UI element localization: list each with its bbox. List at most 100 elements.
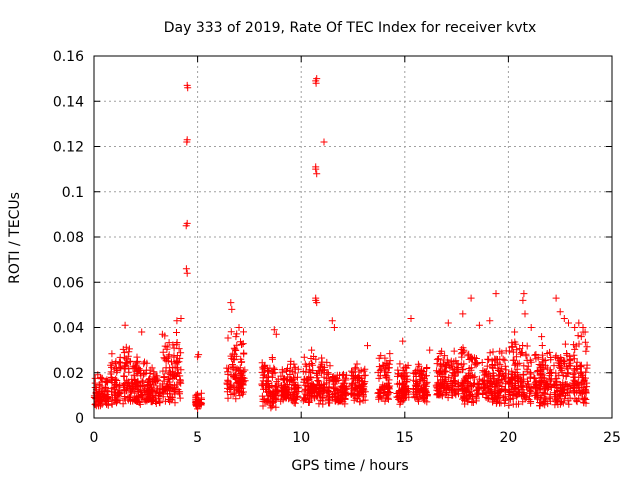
data-point bbox=[439, 356, 447, 364]
data-point bbox=[364, 342, 371, 350]
data-point bbox=[288, 368, 296, 376]
data-point bbox=[263, 388, 270, 396]
data-point bbox=[423, 365, 431, 372]
data-points bbox=[90, 75, 591, 413]
data-point bbox=[307, 382, 315, 390]
data-point bbox=[509, 374, 517, 382]
data-point bbox=[521, 310, 529, 318]
data-point bbox=[259, 397, 267, 405]
data-point bbox=[469, 399, 477, 406]
data-point bbox=[350, 375, 358, 382]
data-point bbox=[488, 390, 496, 397]
data-point bbox=[558, 368, 566, 376]
data-point bbox=[91, 374, 99, 382]
data-point bbox=[566, 356, 574, 364]
data-point bbox=[499, 372, 507, 380]
data-point bbox=[399, 337, 407, 345]
data-point bbox=[571, 395, 579, 403]
data-point bbox=[174, 369, 181, 377]
data-point bbox=[162, 382, 170, 390]
data-point bbox=[177, 366, 185, 374]
data-point bbox=[100, 396, 108, 404]
y-tick-label: 0.14 bbox=[53, 94, 84, 110]
data-point bbox=[513, 393, 521, 401]
data-point bbox=[583, 361, 591, 369]
data-point bbox=[492, 399, 500, 407]
data-point bbox=[492, 290, 500, 298]
data-point bbox=[288, 396, 296, 404]
data-point bbox=[502, 366, 510, 374]
data-point bbox=[411, 368, 419, 376]
data-point bbox=[541, 380, 549, 388]
data-point bbox=[536, 402, 543, 410]
data-point bbox=[239, 381, 247, 389]
data-point bbox=[161, 386, 169, 394]
data-point bbox=[415, 387, 423, 395]
data-point bbox=[464, 352, 472, 360]
data-point bbox=[396, 360, 404, 368]
data-point bbox=[194, 405, 202, 413]
data-point bbox=[552, 369, 560, 377]
data-point bbox=[385, 364, 393, 372]
data-point bbox=[241, 366, 249, 374]
data-point bbox=[319, 400, 327, 408]
data-point bbox=[583, 343, 591, 351]
data-point bbox=[570, 341, 578, 349]
data-point bbox=[235, 324, 243, 331]
data-point bbox=[271, 369, 279, 377]
data-point bbox=[125, 345, 133, 353]
data-point bbox=[108, 374, 116, 382]
data-point bbox=[271, 382, 279, 390]
data-point bbox=[113, 391, 121, 399]
data-point bbox=[482, 370, 490, 378]
data-point bbox=[518, 386, 526, 394]
data-point bbox=[523, 383, 530, 391]
data-point bbox=[313, 170, 321, 178]
data-point bbox=[307, 368, 315, 376]
data-point bbox=[169, 341, 177, 349]
data-point bbox=[555, 359, 562, 367]
data-point bbox=[99, 393, 107, 401]
data-point bbox=[386, 382, 394, 390]
data-point bbox=[559, 372, 567, 380]
data-point bbox=[326, 362, 334, 370]
data-point bbox=[441, 352, 449, 360]
data-point bbox=[184, 84, 192, 92]
data-point bbox=[527, 324, 535, 331]
data-point bbox=[485, 356, 493, 364]
data-point bbox=[437, 367, 444, 375]
data-point bbox=[98, 374, 106, 382]
data-point bbox=[333, 371, 341, 379]
data-point bbox=[535, 386, 543, 394]
data-point bbox=[110, 384, 118, 391]
data-point bbox=[115, 363, 123, 371]
data-point bbox=[489, 348, 497, 356]
data-point bbox=[108, 363, 115, 371]
data-point bbox=[112, 375, 120, 383]
data-point bbox=[432, 383, 440, 391]
data-point bbox=[165, 351, 173, 359]
data-point bbox=[384, 388, 392, 395]
data-point bbox=[471, 360, 479, 368]
data-point bbox=[95, 381, 103, 389]
data-point bbox=[168, 371, 176, 379]
data-point bbox=[468, 383, 476, 391]
data-point bbox=[519, 370, 527, 378]
data-point bbox=[269, 390, 277, 398]
data-point bbox=[333, 395, 341, 403]
x-tick-label: 10 bbox=[292, 430, 310, 446]
data-point bbox=[491, 356, 499, 364]
data-point bbox=[436, 390, 444, 398]
data-point bbox=[519, 379, 527, 387]
data-point bbox=[133, 358, 141, 366]
data-point bbox=[444, 382, 451, 390]
data-point bbox=[225, 364, 232, 372]
data-point bbox=[519, 296, 527, 304]
data-point bbox=[484, 384, 492, 392]
data-point bbox=[465, 350, 473, 358]
data-point bbox=[436, 350, 444, 357]
data-point bbox=[508, 339, 516, 347]
data-point bbox=[146, 370, 154, 377]
data-point bbox=[277, 382, 285, 390]
data-point bbox=[155, 398, 163, 406]
